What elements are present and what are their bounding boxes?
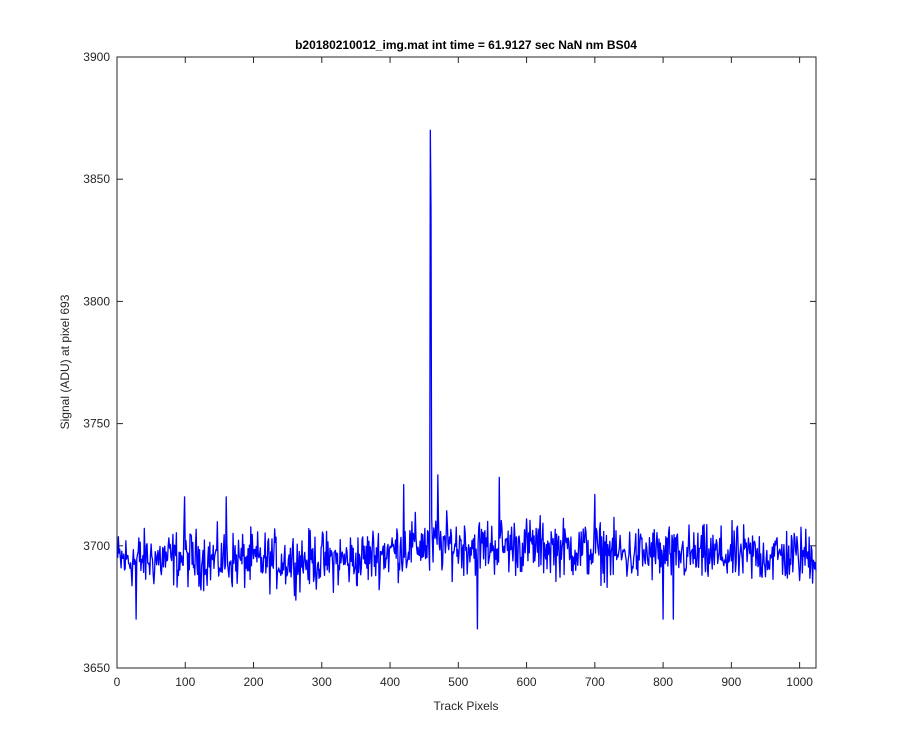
x-tick-label: 0 [114,675,121,689]
x-tick-label: 1000 [786,675,813,689]
y-tick-label: 3900 [83,50,110,64]
x-tick-label: 200 [244,675,264,689]
y-tick-label: 3650 [83,661,110,675]
y-axis-label: Signal (ADU) at pixel 693 [58,294,72,429]
y-tick-label: 3800 [83,294,110,308]
x-tick-label: 500 [448,675,468,689]
x-tick-label: 300 [312,675,332,689]
axes-box [116,56,817,669]
x-axis-label: Track Pixels [434,699,499,713]
series-line [117,129,817,630]
x-tick-label: 800 [653,675,673,689]
x-tick-label: 700 [585,675,605,689]
x-tick-label: 400 [380,675,400,689]
y-tick-label: 3700 [83,539,110,553]
x-tick-label: 600 [517,675,537,689]
y-tick-label: 3850 [83,172,110,186]
x-tick-label: 900 [721,675,741,689]
chart-title: b20180210012_img.mat int time = 61.9127 … [295,38,637,52]
y-tick-label: 3750 [83,417,110,431]
plot-area: 0 100 200 300 400 500 600 700 800 900 1000 3650 3700… [83,50,817,689]
x-tick-label: 100 [175,675,195,689]
